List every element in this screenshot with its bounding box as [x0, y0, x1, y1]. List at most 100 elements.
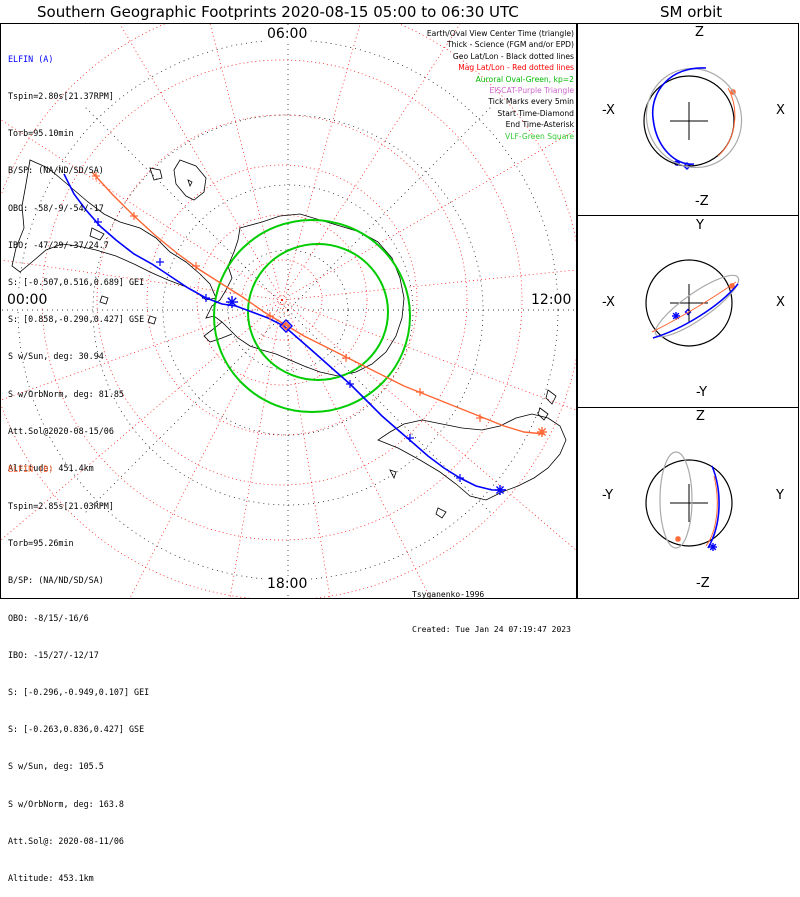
legend-item: Tick Marks every 5min: [488, 97, 574, 107]
sm-axis-label: Y: [696, 218, 704, 233]
sm-b-marker: [675, 536, 681, 542]
mag-grid: [1, 24, 576, 598]
elfin-a-line: Tspin=2.80s[21.37RPM]: [8, 91, 114, 102]
elfin-a-line: S w/Sun, deg: 30.94: [8, 351, 104, 362]
auroral-oval-inner: [247, 243, 389, 381]
elfin-a-orbit-line: [63, 173, 506, 491]
elfin-a-line: OBO: -58/-9/-54/-17: [8, 202, 104, 213]
elfin-b-line: S w/OrbNorm, deg: 163.8: [8, 798, 124, 809]
elfin-b-tick-mark: [92, 172, 100, 180]
sm-axis-label: X: [776, 295, 785, 310]
elfin-b-tick-mark: [266, 312, 274, 320]
legend-item: Mag Lat/Lon - Red dotted lines: [458, 63, 574, 73]
page-title: Southern Geographic Footprints 2020-08-1…: [37, 3, 519, 21]
elfin-a-line: B/SP: (NA/ND/SD/SA): [8, 165, 104, 176]
map-border: [0, 23, 577, 599]
legend: Earth/Oval View Center Time (triangle) T…: [427, 28, 574, 142]
elfin-a-track: [63, 173, 506, 491]
elfin-b-line: Tspin=2.85s[21.03RPM]: [8, 501, 114, 512]
elfin-b-line: Torb=95.26min: [8, 538, 74, 549]
elfin-a-line: Torb=95.10min: [8, 128, 74, 139]
legend-item: Geo Lat/Lon - Black dotted lines: [452, 51, 574, 61]
elfin-a-line: S w/OrbNorm, deg: 81.85: [8, 388, 124, 399]
sm-axis-label: Z: [696, 409, 705, 424]
elfin-a-tick-mark: [346, 380, 354, 388]
sm-axis-label: Y: [776, 488, 784, 503]
sm-panel-xz: [643, 67, 743, 169]
elfin-b-line: IBO: -15/27/-12/17: [8, 649, 99, 660]
geo-grid: [1, 24, 576, 598]
elfin-a-tick-mark: [456, 474, 464, 482]
elfin-b-tick-mark: [342, 354, 350, 362]
elfin-b-orbit-line: [91, 171, 545, 435]
antarctic-peninsula: [203, 321, 233, 343]
elfin-b-tick-mark: [130, 212, 138, 220]
elfin-a-info: ELFIN (A) Tspin=2.80s[21.37RPM] Torb=95.…: [8, 28, 144, 487]
elfin-b-start-diamond: [281, 321, 291, 331]
sm-panel-yz: [645, 451, 733, 549]
elfin-a-science-asterisk: [495, 485, 505, 495]
elfin-b-header: ELFIN (B): [8, 463, 54, 474]
auroral-ovals: [213, 219, 411, 413]
sm-orbit-title: SM orbit: [660, 3, 723, 21]
legend-item: VLF-Green Square: [505, 131, 574, 141]
elfin-b-track: [91, 171, 545, 435]
sm-axis-label: X: [776, 103, 785, 118]
credit: Tsyganenko-1996 Created: Tue Jan 24 07:1…: [412, 566, 571, 647]
elfin-a-line: S: [0.858,-0.290,0.427] GSE: [8, 314, 145, 325]
elfin-b-tick-mark: [476, 414, 484, 422]
frame: [0, 23, 799, 599]
elfin-a-start-diamond: [279, 319, 293, 333]
legend-item: Earth/Oval View Center Time (triangle): [426, 29, 574, 38]
elfin-b-line: OBO: -8/15/-16/6: [8, 612, 89, 623]
legend-item: Start Time-Diamond: [497, 108, 574, 118]
elfin-b-line: S w/Sun, deg: 105.5: [8, 761, 104, 772]
hour-label-left: 00:00: [6, 292, 49, 308]
australia-outline: [377, 413, 567, 501]
elfin-b-tick-mark: [416, 388, 424, 396]
legend-item: Auroral Oval-Green, kp=2: [475, 74, 574, 84]
elfin-a-line: S: [-0.507,0.516,0.689] GEI: [8, 277, 145, 288]
hour-label-top: 06:00: [266, 26, 309, 42]
legend-item: EISCAT-Purple Triangle: [489, 85, 574, 95]
elfin-a-line: Att.Sol@2020-08-15/06: [8, 425, 114, 436]
sm-axis-label: -Y: [602, 488, 614, 503]
elfin-a-end-asterisk: [226, 296, 238, 308]
sm-panel-xy: [645, 259, 740, 347]
elfin-b-line: S: [-0.296,-0.949,0.107] GEI: [8, 687, 150, 698]
elfin-b-end-asterisk: [537, 427, 547, 437]
elfin-a-tick-mark: [156, 258, 164, 266]
legend-item: End Time-Asterisk: [505, 120, 574, 130]
credit-created: Created: Tue Jan 24 07:19:47 2023: [412, 624, 571, 634]
credit-author: Tsyganenko-1996: [412, 590, 485, 599]
sm-border: [577, 23, 799, 599]
footprint-map: [1, 24, 576, 598]
elfin-b-line: S: [-0.263,0.836,0.427] GSE: [8, 724, 145, 735]
sm-axis-label: -Y: [696, 385, 708, 400]
hour-label-bottom: 18:00: [266, 576, 309, 592]
elfin-b-line: B/SP: (NA/ND/SD/SA): [8, 575, 104, 586]
elfin-a-tick-mark: [94, 218, 102, 226]
elfin-a-line: IBO: -47/29/-37/24.7: [8, 239, 109, 250]
elfin-a-tick-mark: [202, 294, 210, 302]
auroral-oval-outer: [213, 219, 411, 413]
sm-axis-label: Z: [695, 25, 704, 40]
elfin-b-tick-mark: [192, 262, 200, 270]
africa-outline: [173, 159, 207, 201]
sm-axis-label: -Z: [696, 576, 710, 591]
sm-axis-label: -X: [602, 103, 615, 118]
elfin-a-line: Altitude: 451.4km: [8, 463, 94, 474]
elfin-a-tick-mark: [406, 434, 414, 442]
sm-axis-label: -X: [602, 295, 615, 310]
sm-orbit-plots: [643, 67, 743, 549]
elfin-b-info: ELFIN (B) Tspin=2.85s[21.03RPM] Torb=95.…: [8, 438, 149, 897]
sm-a-marker: [709, 543, 717, 551]
legend-item: Thick - Science (FGM and/or EPD): [447, 40, 574, 50]
elfin-a-header: ELFIN (A): [8, 53, 54, 64]
elfin-b-line: Altitude: 453.1km: [8, 873, 94, 884]
sm-start-diamond: [683, 162, 691, 170]
elfin-b-line: Att.Sol@: 2020-08-11/06: [8, 835, 124, 846]
sm-axis-label: -Z: [695, 194, 709, 209]
track-markers: [92, 89, 736, 551]
hour-label-right: 12:00: [530, 292, 573, 308]
